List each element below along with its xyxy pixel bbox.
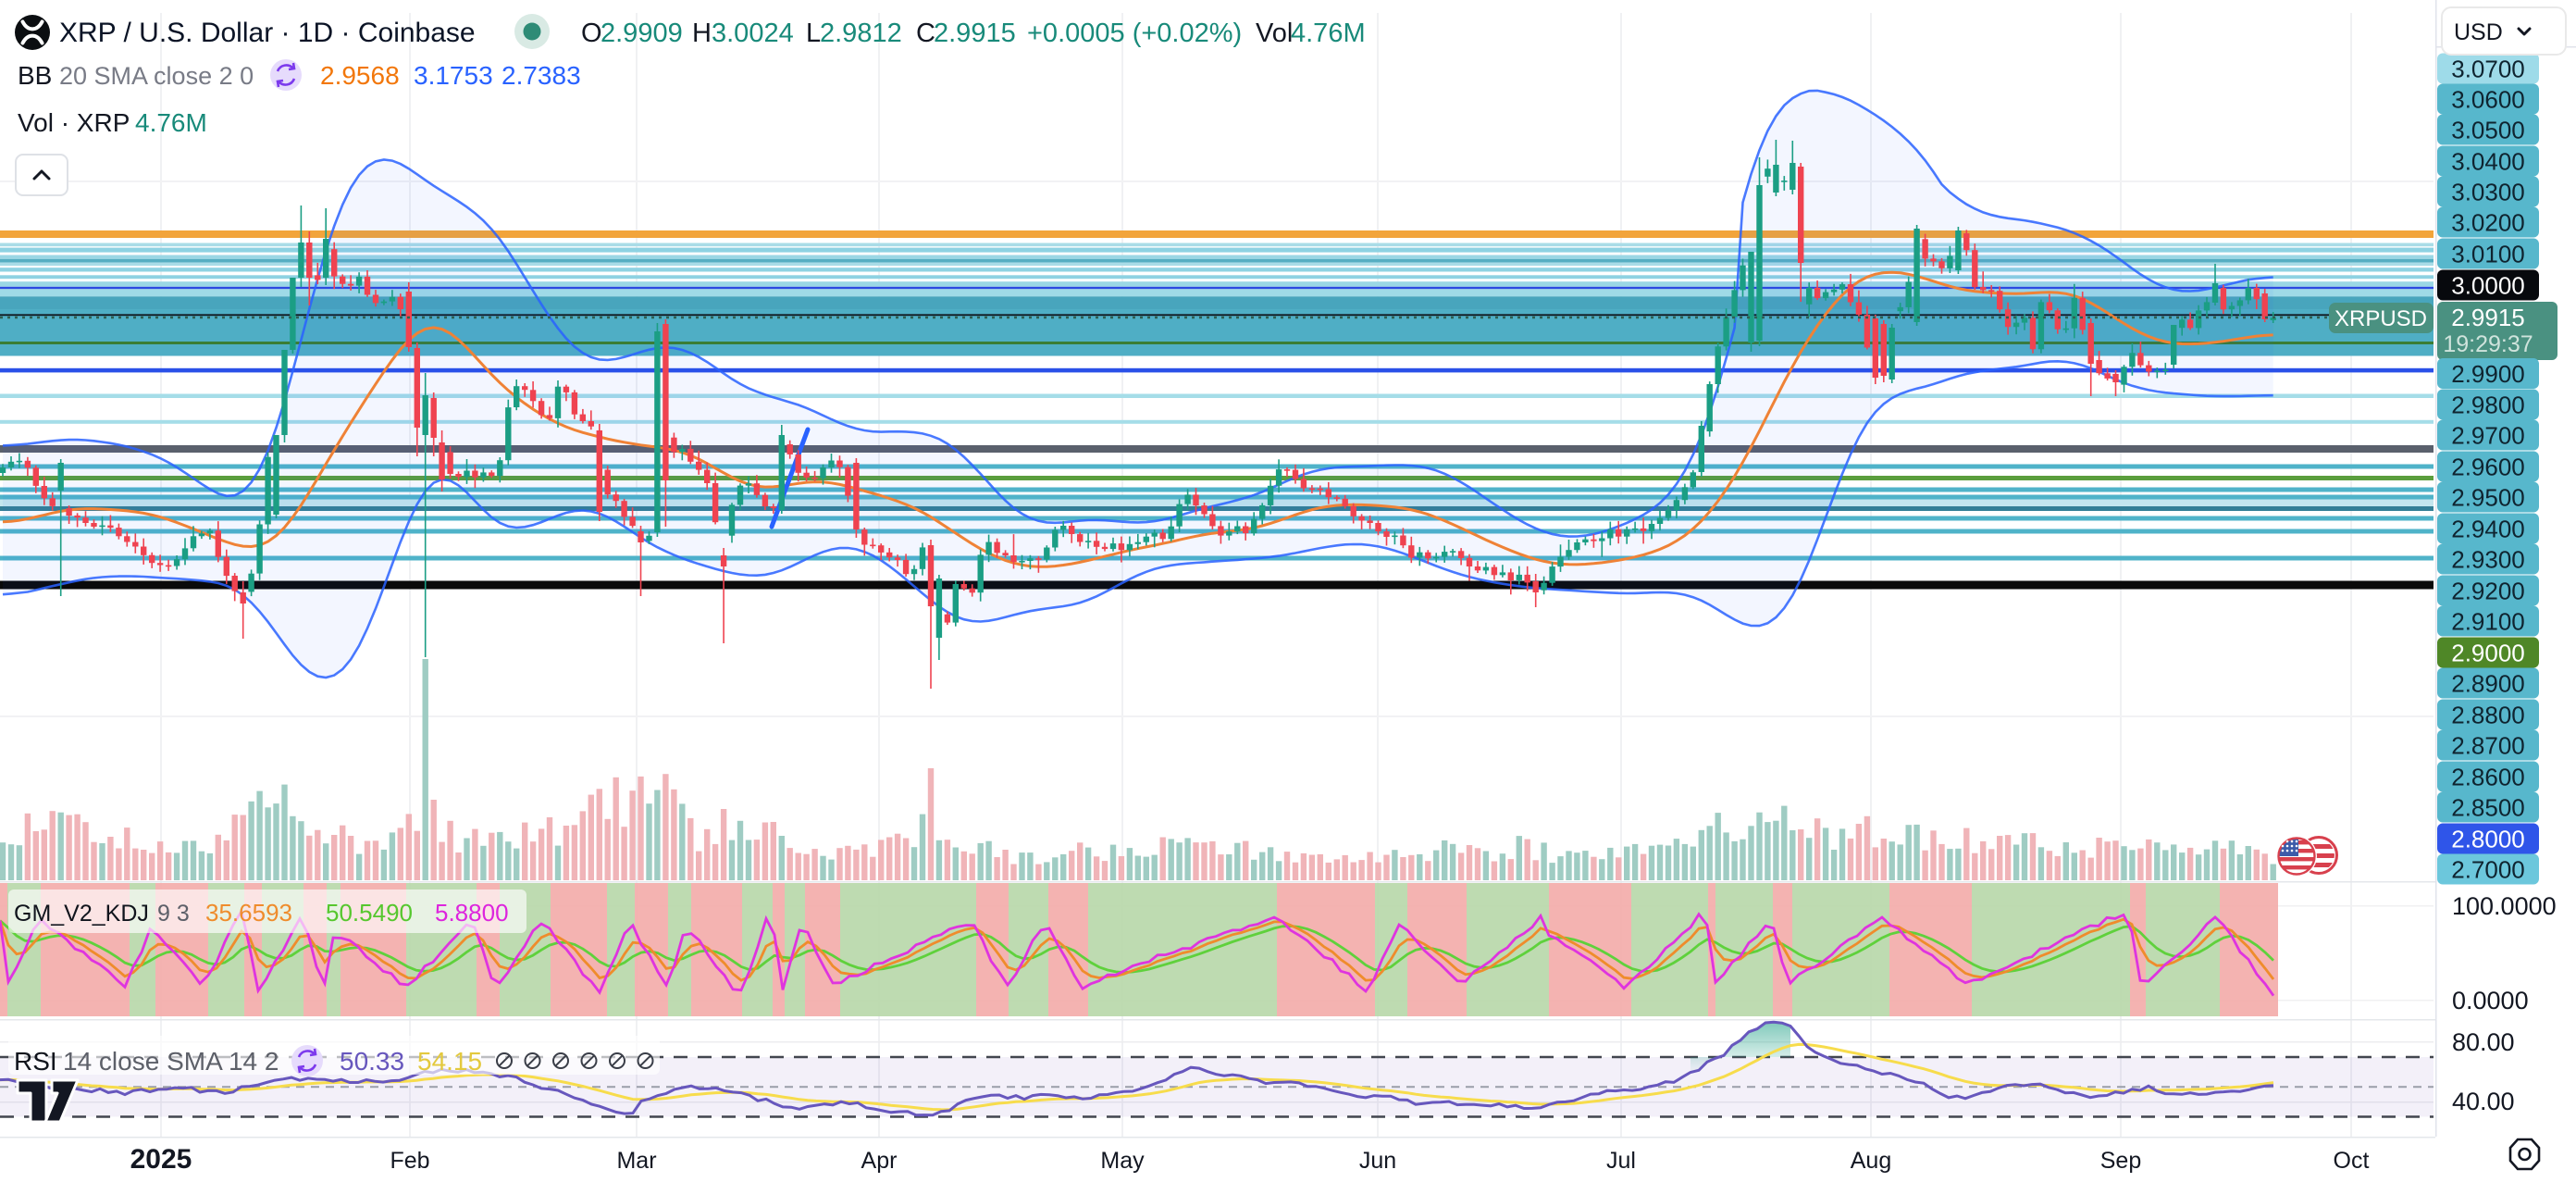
svg-text:USD: USD <box>2454 19 2503 45</box>
svg-text:GM_V2_KDJ: GM_V2_KDJ <box>14 901 149 927</box>
svg-text:Mar: Mar <box>616 1148 656 1174</box>
svg-text:0.0000: 0.0000 <box>2452 987 2529 1014</box>
svg-text:2.9915: 2.9915 <box>934 19 1016 48</box>
svg-text:100.0000: 100.0000 <box>2452 892 2557 920</box>
svg-text:Feb: Feb <box>390 1148 429 1174</box>
svg-text:Vol · XRP: Vol · XRP <box>18 108 130 137</box>
svg-text:50.5490: 50.5490 <box>326 899 413 927</box>
svg-text:2.9300: 2.9300 <box>2451 545 2525 573</box>
svg-text:2.8000: 2.8000 <box>2451 825 2525 852</box>
svg-text:80.00: 80.00 <box>2452 1028 2515 1056</box>
svg-text:2.9568: 2.9568 <box>320 61 400 90</box>
svg-text:35.6593: 35.6593 <box>205 899 292 927</box>
svg-text:5.8800: 5.8800 <box>435 899 509 927</box>
svg-text:XRP / U.S. Dollar · 1D · Coinb: XRP / U.S. Dollar · 1D · Coinbase <box>59 18 476 48</box>
svg-text:Apr: Apr <box>861 1148 898 1174</box>
svg-text:2.9500: 2.9500 <box>2451 483 2525 511</box>
svg-text:3.0500: 3.0500 <box>2451 116 2525 143</box>
svg-text:14 close SMA 14 2: 14 close SMA 14 2 <box>63 1047 279 1076</box>
svg-text:2.9400: 2.9400 <box>2451 515 2525 542</box>
svg-text:20 SMA close 2 0: 20 SMA close 2 0 <box>59 62 254 90</box>
svg-text:XRPUSD: XRPUSD <box>2334 306 2427 331</box>
svg-text:Vol: Vol <box>1256 19 1293 48</box>
svg-text:3.0700: 3.0700 <box>2451 55 2525 82</box>
svg-text:2.8500: 2.8500 <box>2451 793 2525 821</box>
svg-text:2.9900: 2.9900 <box>2451 360 2525 388</box>
svg-text:2.9200: 2.9200 <box>2451 577 2525 604</box>
svg-text:3.0300: 3.0300 <box>2451 178 2525 205</box>
svg-text:50.33: 50.33 <box>340 1047 404 1076</box>
svg-text:Oct: Oct <box>2334 1148 2370 1174</box>
svg-text:2.8800: 2.8800 <box>2451 701 2525 728</box>
svg-text:RSI: RSI <box>14 1047 57 1076</box>
svg-text:2.8700: 2.8700 <box>2451 731 2525 759</box>
svg-text:9 3: 9 3 <box>157 901 190 927</box>
svg-text:19:29:37: 19:29:37 <box>2443 331 2533 357</box>
svg-text:Jul: Jul <box>1606 1148 1636 1174</box>
svg-text:+0.0005 (+0.02%): +0.0005 (+0.02%) <box>1027 19 1242 48</box>
svg-text:2025: 2025 <box>130 1144 192 1175</box>
svg-text:H: H <box>692 19 712 48</box>
svg-text:3.0200: 3.0200 <box>2451 208 2525 236</box>
svg-text:4.76M: 4.76M <box>1291 19 1366 48</box>
svg-text:40.00: 40.00 <box>2452 1088 2515 1115</box>
svg-text:2.9915: 2.9915 <box>2451 304 2525 331</box>
svg-text:C: C <box>916 19 935 48</box>
svg-text:2.8600: 2.8600 <box>2451 763 2525 790</box>
svg-text:2.9100: 2.9100 <box>2451 607 2525 635</box>
svg-text:2.9600: 2.9600 <box>2451 453 2525 480</box>
svg-text:2.9700: 2.9700 <box>2451 421 2525 449</box>
svg-text:Sep: Sep <box>2100 1148 2141 1174</box>
svg-text:O: O <box>581 19 602 48</box>
svg-text:2.8900: 2.8900 <box>2451 669 2525 697</box>
svg-text:3.0400: 3.0400 <box>2451 147 2525 175</box>
svg-text:2.9909: 2.9909 <box>601 19 683 48</box>
svg-text:3.0600: 3.0600 <box>2451 85 2525 113</box>
svg-text:4.76M: 4.76M <box>135 108 207 137</box>
svg-text:May: May <box>1100 1148 1145 1174</box>
svg-text:54.15: 54.15 <box>417 1047 482 1076</box>
svg-text:3.0024: 3.0024 <box>712 19 794 48</box>
svg-text:2.9000: 2.9000 <box>2451 639 2525 666</box>
svg-text:3.0000: 3.0000 <box>2451 271 2525 299</box>
svg-text:2.9812: 2.9812 <box>820 19 902 48</box>
svg-text:3.0100: 3.0100 <box>2451 240 2525 268</box>
svg-text:Aug: Aug <box>1851 1148 1891 1174</box>
svg-text:BB: BB <box>18 61 52 90</box>
svg-text:Jun: Jun <box>1359 1148 1396 1174</box>
svg-text:L: L <box>806 19 821 48</box>
svg-text:2.7000: 2.7000 <box>2451 855 2525 883</box>
svg-text:2.7383: 2.7383 <box>502 61 581 90</box>
svg-text:2.9800: 2.9800 <box>2451 391 2525 418</box>
svg-text:3.1753: 3.1753 <box>414 61 493 90</box>
